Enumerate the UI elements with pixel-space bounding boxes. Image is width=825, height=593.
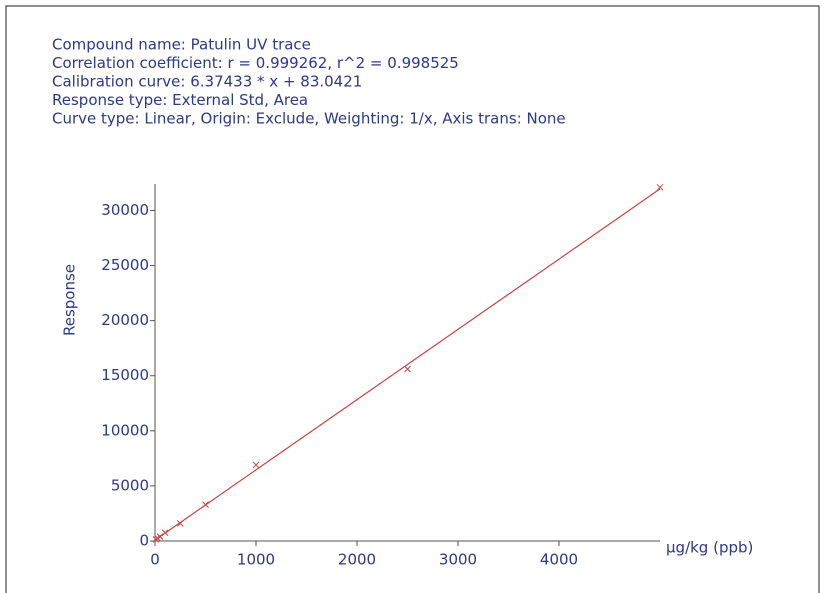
data-point bbox=[202, 501, 209, 508]
y-tick-label: 25000 bbox=[101, 256, 149, 274]
frame bbox=[5, 5, 820, 593]
data-point bbox=[156, 533, 164, 540]
annotation: Response type: External Std, Area bbox=[52, 91, 308, 109]
x-tick-label: 0 bbox=[150, 551, 160, 569]
y-axis-label: Response bbox=[61, 264, 79, 336]
x-tick-label: 2000 bbox=[338, 551, 376, 569]
annotation: Curve type: Linear, Origin: Exclude, Wei… bbox=[52, 110, 566, 128]
data-point bbox=[161, 529, 169, 537]
data-point bbox=[404, 365, 411, 373]
x-tick-label: 3000 bbox=[439, 551, 477, 569]
y-tick-label: 0 bbox=[139, 532, 149, 550]
x-axis-label: µg/kg (ppb) bbox=[666, 539, 753, 557]
y-tick-label: 30000 bbox=[101, 201, 149, 219]
y-tick-label: 20000 bbox=[101, 311, 149, 329]
data-point bbox=[656, 183, 664, 191]
annotation: Compound name: Patulin UV trace bbox=[52, 36, 311, 54]
x-tick-label: 4000 bbox=[540, 551, 578, 569]
y-tick-label: 5000 bbox=[111, 476, 149, 494]
fit-line bbox=[154, 188, 661, 541]
y-tick-label: 15000 bbox=[101, 366, 149, 384]
data-point bbox=[252, 461, 260, 469]
annotation: Calibration curve: 6.37433 * x + 83.0421 bbox=[52, 73, 362, 91]
y-tick-label: 10000 bbox=[101, 421, 149, 439]
annotation: Correlation coefficient: r = 0.999262, r… bbox=[52, 54, 459, 72]
x-tick-label: 1000 bbox=[237, 551, 275, 569]
data-point bbox=[176, 520, 184, 527]
